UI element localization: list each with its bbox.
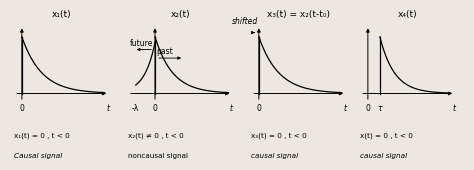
Text: t: t xyxy=(230,104,233,113)
Text: 0: 0 xyxy=(256,104,261,113)
Text: causal signal: causal signal xyxy=(360,153,407,159)
Text: t: t xyxy=(453,104,456,113)
Text: t: t xyxy=(344,104,346,113)
Text: past: past xyxy=(156,47,173,56)
Text: 0: 0 xyxy=(19,104,24,113)
Text: x₁(t) = 0 , t < 0: x₁(t) = 0 , t < 0 xyxy=(14,133,70,139)
Text: $\tau$: $\tau$ xyxy=(376,104,383,113)
Text: causal signal: causal signal xyxy=(251,153,298,159)
Text: future: future xyxy=(130,39,154,48)
Text: x₃(t) = x₂(t-t₀): x₃(t) = x₂(t-t₀) xyxy=(267,10,330,19)
Text: Causal signal: Causal signal xyxy=(14,153,63,159)
Text: shifted: shifted xyxy=(232,17,258,26)
Text: noncausal signal: noncausal signal xyxy=(128,153,188,159)
Text: x₄(t): x₄(t) xyxy=(398,10,418,19)
Text: x₃(t) = 0 , t < 0: x₃(t) = 0 , t < 0 xyxy=(251,133,307,139)
Text: -λ: -λ xyxy=(132,104,139,113)
Text: x₁(t): x₁(t) xyxy=(52,10,72,19)
Text: x₂(t): x₂(t) xyxy=(170,10,190,19)
Text: 0: 0 xyxy=(153,104,157,113)
Text: 0: 0 xyxy=(365,104,370,113)
Text: x(t) = 0 , t < 0: x(t) = 0 , t < 0 xyxy=(360,133,413,139)
Text: x₂(t) ≠ 0 , t < 0: x₂(t) ≠ 0 , t < 0 xyxy=(128,133,184,139)
Text: t: t xyxy=(107,104,109,113)
